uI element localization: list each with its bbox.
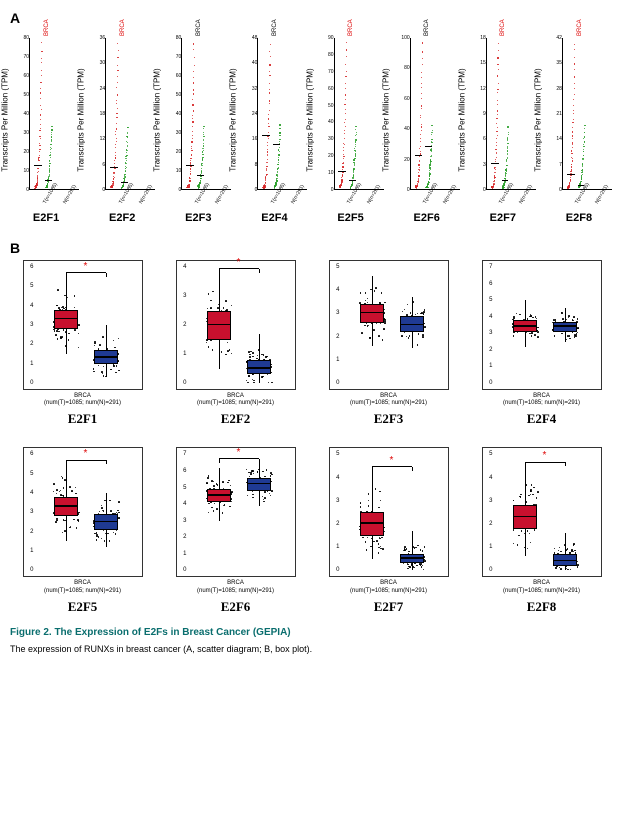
boxplot-E2F7: 012345*BRCA(num(T)=1085; num(N)=291)E2F7 <box>316 447 461 614</box>
gene-label: E2F3 <box>374 411 404 427</box>
scatter-E2F3: Transcripts Per Million (TPM)01020304050… <box>162 30 234 224</box>
gene-label: E2F4 <box>261 212 287 224</box>
significance-star: * <box>390 455 394 466</box>
gene-label: E2F6 <box>221 599 251 615</box>
panel-a-row: Transcripts Per Million (TPM)01020304050… <box>10 30 615 224</box>
brca-label: BRCA <box>44 19 50 36</box>
scatter-E2F8: Transcripts Per Million (TPM)07142128354… <box>543 30 615 224</box>
boxplot-E2F1: 0123456*BRCA(num(T)=1085; num(N)=291)E2F… <box>10 260 155 427</box>
gene-label: E2F6 <box>414 212 440 224</box>
boxplot-E2F2: 01234*BRCA(num(T)=1085; num(N)=291)E2F2 <box>163 260 308 427</box>
boxplot-E2F5: 0123456*BRCA(num(T)=1085; num(N)=291)E2F… <box>10 447 155 614</box>
box-caption: BRCA(num(T)=1085; num(N)=291) <box>44 393 121 407</box>
boxplot-E2F8: 012345*BRCA(num(T)=1085; num(N)=291)E2F8 <box>469 447 614 614</box>
brca-label: BRCA <box>348 19 354 36</box>
brca-label: BRCA <box>272 19 278 36</box>
brca-label: BRCA <box>424 19 430 36</box>
gene-label: E2F7 <box>374 599 404 615</box>
scatter-E2F1: Transcripts Per Million (TPM)01020304050… <box>10 30 82 224</box>
significance-star: * <box>237 257 241 268</box>
boxplot-E2F6: 01234567*BRCA(num(T)=1085; num(N)=291)E2… <box>163 447 308 614</box>
gene-label: E2F3 <box>185 212 211 224</box>
boxplot-E2F3: 012345BRCA(num(T)=1085; num(N)=291)E2F3 <box>316 260 461 427</box>
gene-label: E2F1 <box>33 212 59 224</box>
gene-label: E2F2 <box>221 411 251 427</box>
figure-title: Figure 2. The Expression of E2Fs in Brea… <box>10 627 615 638</box>
ylabel: Transcripts Per Million (TPM) <box>457 68 466 171</box>
panel-b-label: B <box>10 240 615 256</box>
boxplot-E2F4: 01234567BRCA(num(T)=1085; num(N)=291)E2F… <box>469 260 614 427</box>
box-caption: BRCA(num(T)=1085; num(N)=291) <box>197 393 274 407</box>
scatter-E2F4: Transcripts Per Million (TPM)08162432404… <box>238 30 310 224</box>
gene-label: E2F7 <box>490 212 516 224</box>
scatter-E2F6: Transcripts Per Million (TPM)02040608010… <box>391 30 463 224</box>
gene-label: E2F8 <box>566 212 592 224</box>
significance-star: * <box>237 447 241 458</box>
gene-label: E2F1 <box>68 411 98 427</box>
box-caption: BRCA(num(T)=1085; num(N)=291) <box>503 393 580 407</box>
panel-b-row1: 0123456*BRCA(num(T)=1085; num(N)=291)E2F… <box>10 260 615 427</box>
ylabel: Transcripts Per Million (TPM) <box>77 68 86 171</box>
significance-star: * <box>84 261 88 272</box>
gene-label: E2F8 <box>527 599 557 615</box>
panel-a: A Transcripts Per Million (TPM)010203040… <box>10 10 615 224</box>
figure-description: The expression of RUNXs in breast cancer… <box>10 644 615 654</box>
gene-label: E2F4 <box>527 411 557 427</box>
significance-star: * <box>543 450 547 461</box>
brca-label: BRCA <box>577 19 583 36</box>
scatter-E2F5: Transcripts Per Million (TPM)01020304050… <box>315 30 387 224</box>
panel-a-label: A <box>10 10 615 26</box>
scatter-E2F2: Transcripts Per Million (TPM)06121824303… <box>86 30 158 224</box>
ylabel: Transcripts Per Million (TPM) <box>229 68 238 171</box>
brca-label: BRCA <box>120 19 126 36</box>
box-caption: BRCA(num(T)=1085; num(N)=291) <box>350 580 427 594</box>
panel-b: B 0123456*BRCA(num(T)=1085; num(N)=291)E… <box>10 240 615 615</box>
box-caption: BRCA(num(T)=1085; num(N)=291) <box>350 393 427 407</box>
gene-label: E2F2 <box>109 212 135 224</box>
brca-label: BRCA <box>196 19 202 36</box>
box-caption: BRCA(num(T)=1085; num(N)=291) <box>197 580 274 594</box>
ylabel: Transcripts Per Million (TPM) <box>305 68 314 171</box>
significance-star: * <box>84 448 88 459</box>
scatter-E2F7: Transcripts Per Million (TPM)0369121518B… <box>467 30 539 224</box>
gene-label: E2F5 <box>337 212 363 224</box>
gene-label: E2F5 <box>68 599 98 615</box>
ylabel: Transcripts Per Million (TPM) <box>153 68 162 171</box>
box-caption: BRCA(num(T)=1085; num(N)=291) <box>44 580 121 594</box>
panel-b-row2: 0123456*BRCA(num(T)=1085; num(N)=291)E2F… <box>10 447 615 614</box>
brca-label: BRCA <box>500 19 506 36</box>
ylabel: Transcripts Per Million (TPM) <box>533 68 542 171</box>
ylabel: Transcripts Per Million (TPM) <box>381 68 390 171</box>
ylabel: Transcripts Per Million (TPM) <box>1 68 10 171</box>
box-caption: BRCA(num(T)=1085; num(N)=291) <box>503 580 580 594</box>
